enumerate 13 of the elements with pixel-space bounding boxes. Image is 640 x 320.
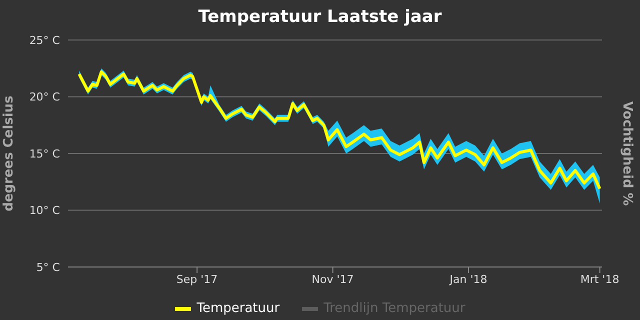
y-tick-label: 5° C [36, 260, 60, 274]
x-tick-label: Sep '17 [176, 272, 218, 286]
y-tick-label: 10° C [29, 204, 60, 218]
legend-label: Temperatuur [196, 301, 280, 316]
chart-title: Temperatuur Laatste jaar [197, 6, 443, 28]
y-axis-title: degrees Celsius [2, 95, 17, 212]
y2-axis-title: Vochtigheid % [619, 101, 634, 206]
y-tick-label: 25° C [29, 34, 60, 47]
y-tick-label: 15° C [29, 147, 60, 160]
y-tick-label: 20° C [29, 90, 60, 104]
x-tick-label: Mrt '18 [580, 272, 620, 286]
x-tick-label: Nov '17 [312, 272, 354, 286]
x-tick-label: Jan '18 [448, 272, 488, 286]
